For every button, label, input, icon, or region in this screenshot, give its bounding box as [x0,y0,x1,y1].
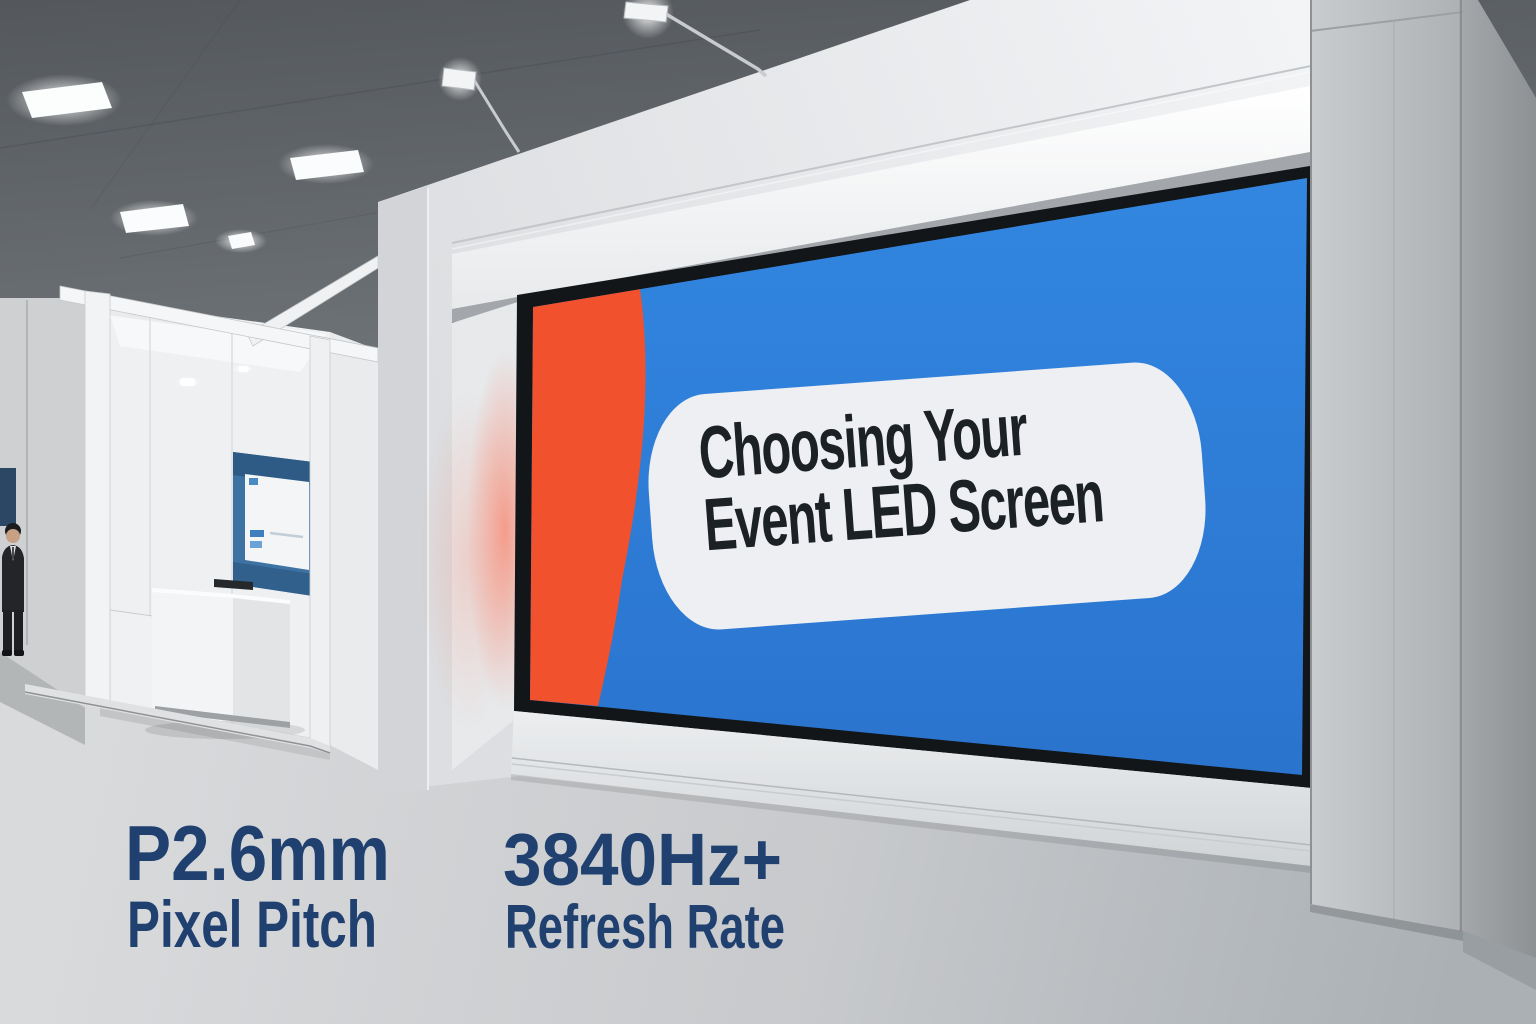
stat-label-refresh-rate: Refresh Rate [505,893,785,962]
person-leg [3,610,12,652]
desk-side [233,594,290,726]
ceiling-light [228,232,255,249]
structural-column [1309,0,1536,990]
booth-floor-curb [25,684,330,754]
column-floor-shadow [1463,931,1536,990]
person-suit [2,545,24,612]
screen-plinth [511,711,1311,866]
ceiling-seam [0,29,761,149]
column-side-face [1463,0,1536,958]
booth-right-post [309,335,331,749]
spotlight-head-icon [623,1,669,23]
ceiling-light [290,150,364,180]
spotlight-arm [472,79,521,153]
booth-display-panel [233,452,313,596]
screen-accent-shape [530,289,646,706]
booth-left-post [84,290,111,707]
column-seam [1309,11,1464,32]
poster-chip [250,530,264,537]
led-screen: Choosing Your Event LED Screen [530,178,1307,775]
person-leg [14,610,23,652]
orange-light-spill [420,390,516,730]
fascia-seam-highlight [451,67,1331,250]
booth-poster [245,474,309,570]
person-shoe [2,650,12,656]
desk-top-edge [152,588,290,604]
person-figure [2,523,24,656]
led-wall-structure: Choosing Your Event LED Screen [378,0,1331,873]
low-partition [109,609,154,710]
distant-blue-panel [0,468,16,526]
booth-interior-ceiling [106,303,326,372]
stat-label-pixel-pitch: Pixel Pitch [127,887,377,961]
stat-value-pixel-pitch: P2.6mm [125,809,390,897]
plinth-seam [511,757,1312,846]
booth-ceiling-light [180,378,195,386]
ceiling-lights [6,74,374,253]
headline-pill [648,362,1206,630]
lightbox-band [452,86,1310,309]
plinth-seam [511,763,1312,852]
pillar-side-face [378,186,428,792]
ceiling-light [120,204,189,233]
small-exhibition-booth [24,255,379,770]
fascia-seam [451,61,1331,244]
desk-front [152,588,233,716]
person-face [6,529,20,543]
desk-kick-base [155,706,290,728]
reception-desk [152,579,290,728]
stats-overlay: P2.6mm Pixel Pitch 3840Hz+ Refresh Rate [125,809,785,962]
column-front-face [1310,0,1463,931]
stat-value-refresh-rate: 3840Hz+ [503,818,782,901]
column-base-shadow [1310,904,1463,941]
poster-chip [249,478,258,485]
curb-shadow-line [24,691,331,754]
poster-chip [250,541,262,548]
plinth-floor-shadow [511,774,1311,873]
ceiling-light [22,82,112,118]
desk-tablet [214,579,253,590]
booth-right-wall [330,332,378,770]
spotlight-head-icon [441,67,477,91]
person-shoe [14,650,24,656]
arm-spotlights [438,0,768,153]
panel-bottom-band [233,562,313,596]
ceiling-seam [89,0,241,211]
spotlight-arm [665,12,768,78]
booth-ceiling-light [238,366,249,372]
poster-text-line [269,531,304,539]
headline-pill-group: Choosing Your Event LED Screen [648,362,1206,630]
